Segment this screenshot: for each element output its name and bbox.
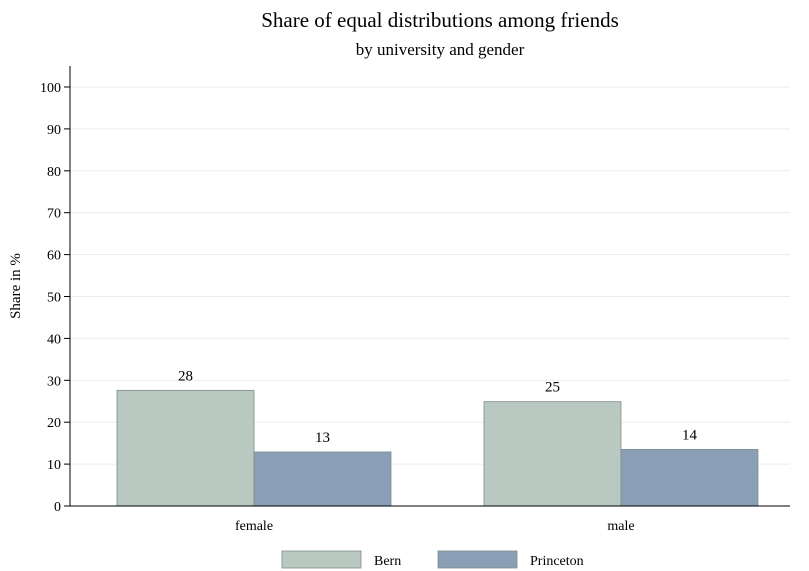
chart-subtitle: by university and gender <box>356 40 525 59</box>
data-label: 25 <box>545 380 560 396</box>
y-tick-label: 60 <box>47 249 61 264</box>
y-tick-label: 80 <box>47 165 61 180</box>
bar-princeton-female <box>253 451 392 507</box>
data-label: 14 <box>682 427 698 443</box>
y-ticks: 0 10 20 30 40 50 60 70 80 90 100 <box>40 81 70 515</box>
y-tick-label: 70 <box>47 207 61 222</box>
x-tick-label: male <box>607 519 634 534</box>
bars <box>116 389 759 507</box>
legend-label: Princeton <box>530 554 584 569</box>
y-tick-label: 30 <box>47 374 61 389</box>
legend-swatch-bern <box>281 550 362 569</box>
legend: Bern Princeton <box>281 550 584 569</box>
x-tick-label: female <box>235 519 273 534</box>
data-labels: 28 13 25 14 <box>178 368 698 446</box>
y-tick-label: 40 <box>47 332 61 347</box>
y-tick-label: 90 <box>47 123 61 138</box>
y-tick-label: 20 <box>47 416 61 431</box>
bar-princeton-male <box>620 449 759 507</box>
y-tick-label: 0 <box>54 500 61 515</box>
y-axis-title: Share in % <box>8 253 24 319</box>
data-label: 28 <box>178 368 193 384</box>
chart-title: Share of equal distributions among frien… <box>261 8 619 32</box>
legend-swatch-princeton <box>437 550 518 569</box>
y-tick-label: 50 <box>47 291 61 306</box>
axes <box>69 66 790 507</box>
bar-bern-male <box>483 401 622 507</box>
bar-bern-female <box>116 389 255 507</box>
y-tick-label: 10 <box>47 458 61 473</box>
legend-label: Bern <box>374 554 401 569</box>
x-ticks: female male <box>235 519 635 534</box>
data-label: 13 <box>315 430 330 446</box>
y-tick-label: 100 <box>40 81 61 96</box>
